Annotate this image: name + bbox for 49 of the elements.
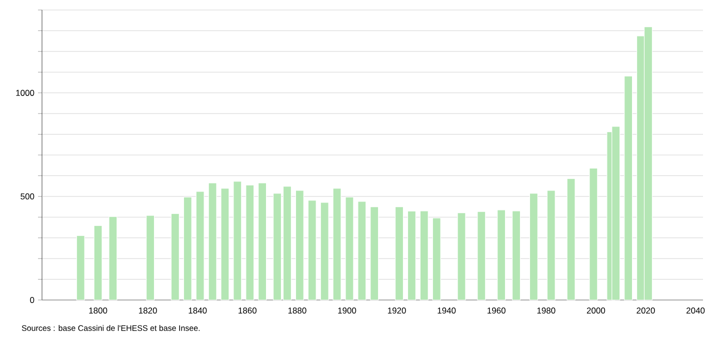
x-tick-label: 1800 [89, 308, 108, 314]
bar [407, 210, 416, 300]
bar [477, 211, 486, 300]
bar [512, 210, 521, 300]
x-tick-label: 2040 [686, 308, 705, 314]
bar [246, 184, 254, 300]
x-tick-label: 1980 [537, 308, 556, 314]
y-tick-label: 1000 [16, 90, 34, 96]
x-tick-label: 1880 [288, 308, 306, 314]
bar [170, 213, 180, 300]
bar [624, 76, 633, 300]
bar [345, 196, 354, 300]
bar [432, 218, 441, 300]
bar [94, 225, 102, 300]
x-tick-label: 1920 [388, 308, 406, 314]
bar [589, 168, 598, 300]
bar [196, 191, 204, 300]
bar [308, 200, 316, 300]
bar [457, 212, 466, 300]
y-tick-label: 0 [30, 296, 34, 304]
bar [233, 181, 242, 300]
y-tick-label: 500 [20, 193, 34, 200]
x-tick-label: 2000 [586, 308, 606, 314]
bar [497, 210, 506, 300]
bar [420, 210, 428, 300]
bar [332, 188, 342, 300]
x-tick-label: 1940 [438, 308, 456, 314]
bar [208, 182, 217, 300]
x-tick-label: 1820 [138, 308, 157, 314]
x-tick-label: 1960 [488, 308, 506, 314]
x-tick-label: 1900 [338, 308, 356, 314]
bar [566, 178, 576, 300]
bar [546, 190, 556, 300]
bar [320, 202, 329, 300]
x-tick-label: 2020 [636, 308, 655, 314]
x-tick-label: 1840 [188, 308, 207, 314]
source-note: Sources : base Cassini de l'EHESS et base Insee. [22, 325, 200, 331]
bar [394, 206, 404, 300]
bar [258, 182, 267, 300]
bar [108, 216, 118, 300]
bar [295, 190, 304, 300]
x-tick-label: 1860 [238, 308, 257, 314]
bar [358, 201, 366, 300]
bar [220, 188, 230, 300]
bar [183, 196, 192, 300]
bar [146, 215, 155, 300]
bar [370, 206, 379, 300]
bar [529, 193, 538, 300]
bar [76, 235, 85, 300]
